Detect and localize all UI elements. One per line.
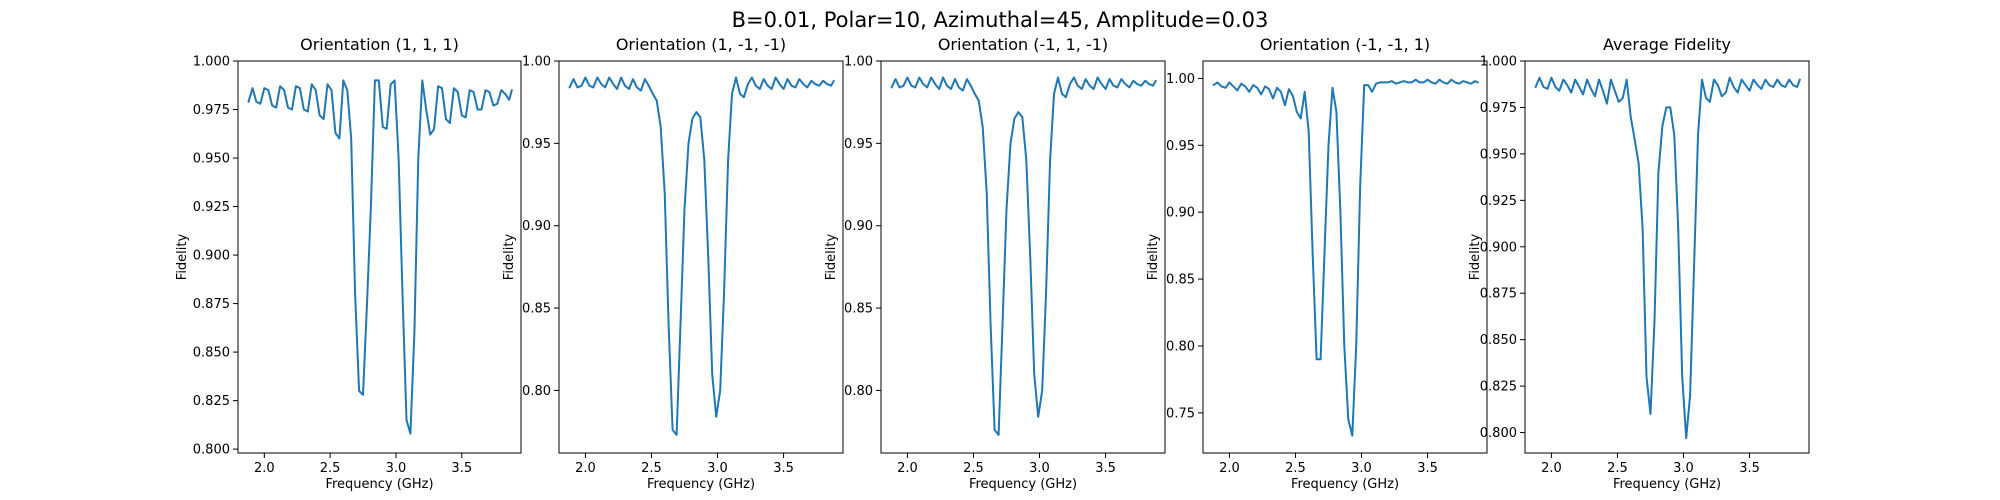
- x-tick-label: 2.0: [254, 461, 275, 476]
- y-tick-label: 1.00: [844, 55, 873, 70]
- subplot-title: Orientation (-1, 1, -1): [938, 35, 1108, 54]
- y-tick-label: 0.825: [193, 394, 230, 409]
- subplot-title: Average Fidelity: [1603, 35, 1731, 54]
- y-tick-label: 1.000: [1480, 55, 1517, 70]
- plot-frame: [880, 60, 1166, 454]
- subplot-5: Average Fidelity 2.0 2.5 3.0 3.5 0.800 0.825 0.…: [1468, 35, 1810, 492]
- y-axis-label: Fidelity: [502, 233, 517, 280]
- y-tick-label: 1.000: [193, 55, 230, 70]
- x-tick-label: 2.5: [963, 461, 984, 476]
- y-axis-label: Fidelity: [824, 233, 839, 280]
- y-tick-label: 0.975: [1480, 101, 1517, 116]
- x-tick-label: 3.5: [1739, 461, 1760, 476]
- y-tick-label: 0.975: [193, 103, 230, 118]
- y-tick-label: 0.850: [193, 346, 230, 361]
- y-tick-label: 0.90: [844, 219, 873, 234]
- subplot-title: Orientation (1, -1, -1): [616, 35, 786, 54]
- series-line-4: [1212, 78, 1479, 437]
- x-axis-label: Frequency (GHz): [325, 477, 433, 492]
- y-tick-label: 0.95: [1166, 139, 1195, 154]
- x-axis-label: Frequency (GHz): [647, 477, 755, 492]
- y-axis-label: Fidelity: [1146, 233, 1161, 280]
- y-tick-label: 0.950: [1480, 147, 1517, 162]
- x-axis-label: Frequency (GHz): [969, 477, 1077, 492]
- y-tick-label: 0.85: [844, 302, 873, 317]
- plot-frame: [1202, 60, 1488, 454]
- x-tick-label: 2.5: [320, 461, 341, 476]
- y-tick-label: 0.875: [1480, 287, 1517, 302]
- x-tick-label: 2.0: [897, 461, 918, 476]
- subplot-title: Orientation (1, 1, 1): [300, 35, 459, 54]
- x-axis-label: Frequency (GHz): [1613, 477, 1721, 492]
- series-line-2: [568, 76, 835, 436]
- figure-suptitle: B=0.01, Polar=10, Azimuthal=45, Amplitud…: [732, 8, 1269, 32]
- x-tick-label: 3.0: [386, 461, 407, 476]
- y-tick-label: 0.800: [1480, 426, 1517, 441]
- y-tick-label: 0.900: [1480, 240, 1517, 255]
- y-tick-label: 0.850: [1480, 333, 1517, 348]
- subplot-2: Orientation (1, -1, -1) 2.0 2.5 3.0 3.5 0.80 0…: [502, 35, 844, 492]
- x-tick-label: 2.0: [575, 461, 596, 476]
- x-tick-label: 2.5: [641, 461, 662, 476]
- y-tick-label: 0.80: [522, 384, 551, 399]
- y-tick-label: 0.80: [844, 384, 873, 399]
- x-axis-label: Frequency (GHz): [1291, 477, 1399, 492]
- series-line-3: [890, 76, 1157, 436]
- x-tick-label: 3.5: [1095, 461, 1116, 476]
- subplot-4: Orientation (-1, -1, 1) 2.0 2.5 3.0 3.5 0.75 0…: [1146, 35, 1488, 492]
- y-tick-label: 0.85: [522, 302, 551, 317]
- y-tick-label: 0.90: [522, 219, 551, 234]
- x-tick-label: 2.5: [1285, 461, 1306, 476]
- y-tick-label: 1.00: [1166, 72, 1195, 87]
- x-tick-label: 3.0: [707, 461, 728, 476]
- x-tick-label: 3.5: [1417, 461, 1438, 476]
- y-tick-label: 0.825: [1480, 380, 1517, 395]
- subplot-3: Orientation (-1, 1, -1) 2.0 2.5 3.0 3.5 0.80 0…: [824, 35, 1166, 492]
- y-tick-label: 0.875: [193, 297, 230, 312]
- panels: Orientation (1, 1, 1) 2.0 2.5 3.0 3.5 0.800 0.…: [175, 35, 1810, 492]
- y-tick-label: 0.925: [193, 200, 230, 215]
- x-tick-label: 3.0: [1673, 461, 1694, 476]
- x-tick-label: 3.0: [1029, 461, 1050, 476]
- x-tick-label: 3.0: [1351, 461, 1372, 476]
- plot-frame: [237, 60, 522, 454]
- y-tick-label: 0.95: [522, 137, 551, 152]
- x-tick-label: 2.5: [1607, 461, 1628, 476]
- series-line-5: [1534, 76, 1801, 440]
- x-tick-label: 3.5: [773, 461, 794, 476]
- y-tick-label: 0.90: [1166, 206, 1195, 221]
- y-tick-label: 0.950: [193, 152, 230, 167]
- y-tick-label: 0.85: [1166, 273, 1195, 288]
- y-axis-label: Fidelity: [1468, 233, 1483, 280]
- y-tick-label: 0.800: [193, 443, 230, 458]
- y-tick-label: 0.75: [1166, 406, 1195, 421]
- y-tick-label: 0.925: [1480, 194, 1517, 209]
- x-tick-label: 2.0: [1541, 461, 1562, 476]
- x-tick-label: 3.5: [451, 461, 472, 476]
- y-tick-label: 0.80: [1166, 339, 1195, 354]
- series-line-1: [247, 79, 513, 435]
- y-tick-label: 1.00: [522, 55, 551, 70]
- y-tick-label: 0.900: [193, 249, 230, 264]
- plot-frame: [558, 60, 844, 454]
- x-tick-label: 2.0: [1219, 461, 1240, 476]
- y-axis-label: Fidelity: [175, 233, 190, 280]
- plot-frame: [1524, 60, 1810, 454]
- y-tick-label: 0.95: [844, 137, 873, 152]
- subplot-title: Orientation (-1, -1, 1): [1260, 35, 1430, 54]
- subplot-1: Orientation (1, 1, 1) 2.0 2.5 3.0 3.5 0.800 0.…: [175, 35, 522, 492]
